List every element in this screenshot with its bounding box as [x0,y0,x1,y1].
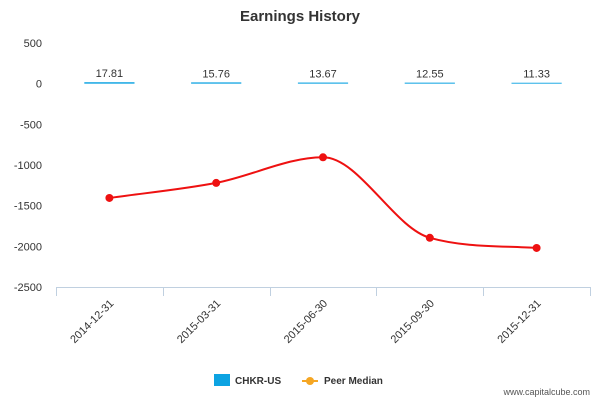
legend-swatch-chkr[interactable] [214,374,230,386]
x-tick-label: 2015-06-30 [282,298,330,346]
axis-layer: 500 0 -500 -1000 -1500 -2000 -2500 2014-12-31 20… [14,38,591,346]
x-tick-label: 2015-09-30 [389,298,437,346]
point-peer-median [105,193,114,202]
x-tick-label: 2014-12-31 [68,298,116,346]
y-tick-label: -2000 [14,241,42,253]
line-peer-median [109,156,537,249]
legend: CHKR-US Peer Median [214,374,383,387]
credit-text[interactable]: www.capitalcube.com [502,387,590,397]
bar-chkr [404,82,455,84]
legend-label-peer[interactable]: Peer Median [324,376,383,387]
chart-title: Earnings History [240,8,361,25]
y-tick-label: -1500 [14,201,42,213]
y-tick-label: 0 [36,79,42,91]
bar-chkr [191,82,242,84]
y-tick-label: -500 [20,119,42,131]
x-tick-label: 2015-03-31 [175,298,223,346]
bar-data-label: 11.33 [523,69,550,81]
point-peer-median [319,153,327,162]
x-tick-label: 2015-12-31 [495,298,543,346]
bar-chkr [511,82,562,84]
bar-data-label: 15.76 [202,68,230,80]
legend-swatch-peer-dot[interactable] [306,377,314,385]
bar-data-label: 17.81 [96,68,124,80]
legend-label-chkr[interactable]: CHKR-US [235,376,281,387]
point-peer-median [532,243,541,252]
bar-data-label: 12.55 [416,69,444,81]
y-tick-label: 500 [24,38,42,50]
bar-layer: 17.81 15.76 13.67 12.55 11.33 [84,68,562,84]
line-layer [105,153,541,252]
point-peer-median [212,178,221,187]
point-peer-median [425,233,434,242]
bar-chkr [297,82,349,84]
y-tick-label: -1000 [14,160,42,172]
bar-chkr [84,82,135,84]
bar-data-label: 13.67 [309,69,337,81]
y-tick-label: -2500 [14,282,42,294]
